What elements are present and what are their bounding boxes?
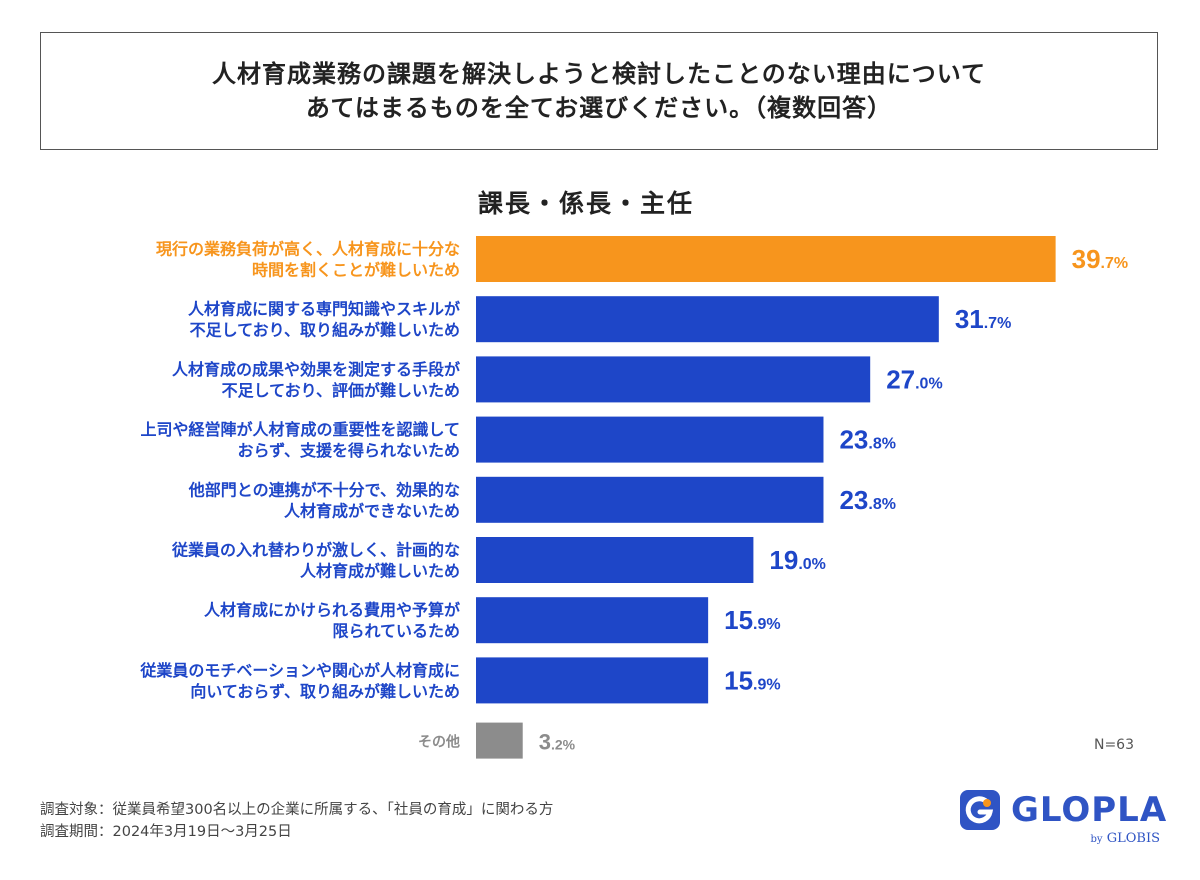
value-label-8: 3.2% xyxy=(539,730,576,755)
value-label-3-dec: .8% xyxy=(868,436,896,453)
chart-title: 課長・係長・主任 xyxy=(478,189,695,218)
value-label-2-int: 27 xyxy=(886,364,915,394)
category-label-7-line-0: 従業員のモチベーションや関心が人材育成に xyxy=(139,661,460,680)
bar-6 xyxy=(476,597,709,644)
sample-size-label: N=63 xyxy=(1093,737,1134,753)
glopla-logo: GLOPLA by GLOBIS xyxy=(960,790,1166,850)
question-box: 人材育成業務の課題を解決しようと検討したことのない理由について あてはまるものを… xyxy=(40,32,1158,150)
value-label-6-int: 15 xyxy=(724,605,753,635)
category-label-6: 人材育成にかけられる費用や予算が限られているため xyxy=(204,601,460,641)
bar-5 xyxy=(476,537,754,583)
value-label-6-dec: .9% xyxy=(753,616,781,633)
value-label-5-int: 19 xyxy=(769,545,798,575)
question-line-2: あてはまるものを全てお選びください。（複数回答） xyxy=(305,94,893,122)
value-label-0-dec: .7% xyxy=(1101,255,1129,272)
logo-by: by GLOBIS xyxy=(1091,831,1160,846)
category-label-7-line-1: 向いておらず、取り組みが難しいため xyxy=(190,682,460,701)
category-label-2-line-1: 不足しており、評価が難しいため xyxy=(222,381,460,400)
category-label-7: 従業員のモチベーションや関心が人材育成に向いておらず、取り組みが難しいため xyxy=(139,661,460,701)
category-label-8: その他 xyxy=(418,734,460,751)
value-label-2-dec: .0% xyxy=(915,375,943,392)
value-label-6: 15.9% xyxy=(724,605,781,635)
bar-chart: 現行の業務負荷が高く、人材育成に十分な時間を割くことが難しいため 39.7%人材育… xyxy=(139,236,1129,759)
category-label-4-line-0: 他部門との連携が不十分で、効果的な xyxy=(188,480,460,499)
category-label-6-line-0: 人材育成にかけられる費用や予算が xyxy=(204,601,460,620)
logo-by-name: GLOBIS xyxy=(1106,831,1160,846)
category-label-0-line-1: 時間を割くことが難しいため xyxy=(252,261,460,280)
value-label-8-dec: .2% xyxy=(551,737,576,753)
value-label-7: 15.9% xyxy=(724,665,781,695)
value-label-1: 31.7% xyxy=(955,304,1012,334)
footnote-period: 調査期間：2024年3月19日〜3月25日 xyxy=(40,824,292,840)
value-label-4: 23.8% xyxy=(839,485,896,515)
value-label-3: 23.8% xyxy=(839,425,896,455)
question-line-1: 人材育成業務の課題を解決しようと検討したことのない理由について xyxy=(211,60,987,88)
value-label-5-dec: .0% xyxy=(798,556,826,573)
category-label-5-line-1: 人材育成が難しいため xyxy=(300,562,460,581)
bar-2 xyxy=(476,356,871,403)
category-label-6-line-1: 限られているため xyxy=(332,622,460,641)
value-label-0: 39.7% xyxy=(1072,244,1129,274)
category-label-4: 他部門との連携が不十分で、効果的な人材育成ができないため xyxy=(188,480,460,520)
category-label-1-line-0: 人材育成に関する専門知識やスキルが xyxy=(188,300,460,319)
value-label-5: 19.0% xyxy=(769,545,826,575)
value-label-4-dec: .8% xyxy=(868,496,896,513)
logo-by-prefix: by xyxy=(1090,834,1103,845)
category-label-0-line-0: 現行の業務負荷が高く、人材育成に十分な xyxy=(156,240,460,259)
value-label-7-int: 15 xyxy=(724,665,753,695)
logo-name: GLOPLA xyxy=(1011,790,1168,830)
category-label-5: 従業員の入れ替わりが激しく、計画的な人材育成が難しいため xyxy=(171,541,460,581)
category-label-8-line-0: その他 xyxy=(418,734,460,751)
glopla-logo-icon xyxy=(960,790,1000,830)
category-label-1-line-1: 不足しており、取り組みが難しいため xyxy=(190,321,460,340)
category-label-2: 人材育成の成果や効果を測定する手段が不足しており、評価が難しいため xyxy=(172,360,460,400)
category-label-3: 上司や経営陣が人材育成の重要性を認識しておらず、支援を得られないため xyxy=(140,420,460,460)
value-label-7-dec: .9% xyxy=(753,676,781,693)
category-label-3-line-1: おらず、支援を得られないため xyxy=(237,441,460,460)
category-label-2-line-0: 人材育成の成果や効果を測定する手段が xyxy=(172,360,460,379)
bar-4 xyxy=(476,476,824,523)
category-label-4-line-1: 人材育成ができないため xyxy=(284,501,460,520)
bar-3 xyxy=(476,416,824,463)
value-label-2: 27.0% xyxy=(886,364,943,394)
bar-0 xyxy=(476,236,1056,282)
category-label-3-line-0: 上司や経営陣が人材育成の重要性を認識して xyxy=(140,420,460,439)
bar-7 xyxy=(476,657,709,704)
category-label-1: 人材育成に関する専門知識やスキルが不足しており、取り組みが難しいため xyxy=(188,300,460,340)
value-label-0-int: 39 xyxy=(1072,244,1101,274)
category-label-5-line-0: 従業員の入れ替わりが激しく、計画的な xyxy=(171,541,460,560)
footnote: 調査対象：従業員希望300名以上の企業に所属する、「社員の育成」に関わる方 調査… xyxy=(40,799,553,843)
value-label-4-int: 23 xyxy=(839,485,868,515)
value-label-8-int: 3 xyxy=(539,730,551,755)
value-label-1-dec: .7% xyxy=(984,315,1012,332)
value-label-1-int: 31 xyxy=(955,304,984,334)
category-label-0: 現行の業務負荷が高く、人材育成に十分な時間を割くことが難しいため xyxy=(156,240,460,280)
footnote-target: 調査対象：従業員希望300名以上の企業に所属する、「社員の育成」に関わる方 xyxy=(40,802,554,818)
bar-1 xyxy=(476,296,939,343)
bar-8 xyxy=(476,722,523,759)
value-label-3-int: 23 xyxy=(839,425,868,455)
